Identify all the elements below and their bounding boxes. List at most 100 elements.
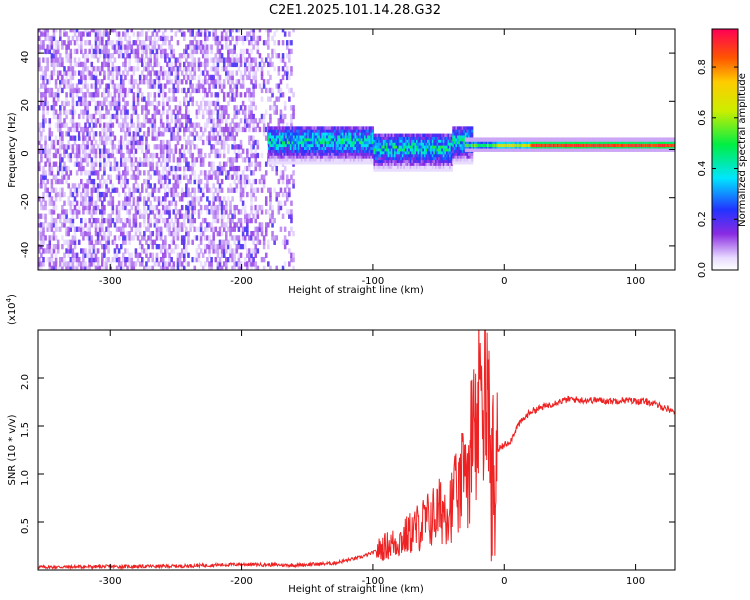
- spectrogram-cell: [412, 148, 416, 152]
- spectrogram-cell: [176, 113, 180, 120]
- spectrogram-cell: [187, 66, 190, 72]
- spectrogram-cell: [197, 226, 201, 232]
- spectrogram-cell: [275, 265, 279, 270]
- spectrogram-cell: [182, 100, 186, 107]
- spectrogram-cell: [149, 40, 152, 46]
- spectrogram-cell: [170, 118, 173, 124]
- spectrogram-cell: [161, 40, 165, 46]
- spectrogram-cell: [155, 261, 159, 267]
- spectrogram-cell: [84, 122, 87, 128]
- spectrogram-cell: [316, 137, 319, 142]
- spectrogram-cell: [124, 200, 127, 206]
- spectrogram-cell: [161, 144, 165, 150]
- spectrogram-cell: [42, 239, 45, 245]
- spectrogram-cell: [285, 132, 288, 136]
- spectrogram-cell: [176, 131, 180, 137]
- spectrogram-cell: [445, 156, 449, 161]
- spectrogram-cell: [220, 222, 224, 228]
- spectrogram-cell: [387, 142, 390, 146]
- spectrogram-cell: [222, 209, 226, 215]
- spectrogram-cell: [411, 148, 414, 152]
- spectrogram-cell: [63, 66, 66, 72]
- spectrogram-cell: [185, 48, 188, 55]
- spectrogram-cell: [222, 57, 226, 63]
- spectrogram-cell: [122, 109, 125, 115]
- spectrogram-cell: [149, 118, 152, 124]
- spectrogram-cell: [323, 140, 326, 145]
- spectrogram-cell: [180, 196, 184, 202]
- spectrogram-cell: [42, 213, 45, 219]
- spectrogram-cell: [130, 265, 134, 270]
- spectrogram-cell: [69, 87, 73, 94]
- spectrogram-cell: [199, 44, 203, 50]
- spectrogram-cell: [180, 187, 184, 193]
- spectrogram-cell: [406, 142, 409, 146]
- spectrogram-cell: [216, 248, 220, 254]
- spectrogram-cell: [124, 66, 127, 72]
- spectrogram-cell: [289, 152, 293, 156]
- spectrogram-cell: [155, 217, 159, 224]
- spectrogram-cell: [229, 29, 232, 33]
- spectrogram-cell: [111, 217, 115, 224]
- spectrogram-cell: [136, 66, 140, 72]
- spectrogram-cell: [140, 70, 144, 76]
- spectrogram-cell: [370, 126, 373, 130]
- spectrogram-cell: [61, 265, 64, 270]
- spectrogram-cell: [281, 265, 285, 270]
- spectrogram-cell: [193, 48, 197, 55]
- spectrogram-cell: [248, 118, 251, 124]
- spectrogram-cell: [422, 142, 425, 146]
- spectrogram-cell: [329, 161, 332, 165]
- spectrogram-cell: [65, 239, 68, 245]
- spectrogram-cell: [63, 239, 66, 245]
- spectrogram-cell: [164, 196, 167, 202]
- spectrogram-cell: [101, 35, 104, 42]
- spectrogram-cell: [155, 135, 159, 141]
- spectrogram-cell: [229, 57, 232, 63]
- spectrogram-cell: [157, 87, 161, 94]
- spectrogram-cell: [46, 256, 49, 263]
- spectrogram-cell: [199, 126, 203, 133]
- spectrogram-cell: [149, 200, 152, 206]
- spectrogram-cell: [119, 204, 123, 211]
- spectrogram-cell: [346, 129, 349, 133]
- spectrogram-cell: [400, 133, 403, 137]
- spectrogram-cell: [63, 148, 66, 154]
- spectrogram-cell: [275, 155, 278, 159]
- spectrogram-cell: [288, 152, 291, 156]
- spectrogram-cell: [401, 139, 404, 143]
- spectrogram-cell: [42, 79, 45, 85]
- spectrogram-cell: [233, 113, 236, 120]
- spectrogram-cell: [59, 265, 62, 270]
- spectrogram-cell: [291, 152, 294, 156]
- spectrogram-cell: [367, 132, 370, 136]
- spectrogram-cell: [308, 135, 311, 139]
- spectrogram-cell: [166, 217, 169, 224]
- spectrogram-cell: [345, 161, 348, 165]
- spectrogram-cell: [44, 96, 47, 102]
- spectrogram-cell: [354, 155, 357, 159]
- spectrogram-cell: [164, 235, 167, 241]
- spectrogram-cell: [305, 135, 308, 139]
- spectrogram-cell: [134, 53, 138, 59]
- spectrogram-cell: [235, 187, 239, 193]
- spectrogram-cell: [282, 149, 285, 153]
- spectrogram-cell: [67, 126, 70, 133]
- spectrogram-cell: [77, 96, 81, 102]
- spectrogram-cell: [107, 256, 110, 263]
- spectrogram-cell: [96, 261, 100, 267]
- spectrogram-cell: [107, 235, 110, 241]
- spectrogram-cell: [283, 70, 287, 76]
- spectrogram-cell: [113, 222, 117, 228]
- spectrogram-cell: [285, 129, 288, 133]
- spectrogram-cell: [425, 168, 428, 172]
- spectrogram-cell: [98, 79, 102, 85]
- spectrogram-cell: [88, 100, 91, 107]
- spectrogram-cell: [149, 222, 152, 228]
- spectrogram-cell: [271, 204, 274, 211]
- spectrogram-cell: [227, 213, 230, 219]
- spectrogram-cell: [289, 161, 293, 165]
- spectrogram-cell: [291, 140, 294, 145]
- spectrogram-cell: [174, 70, 178, 76]
- spectrogram-cell: [326, 146, 329, 150]
